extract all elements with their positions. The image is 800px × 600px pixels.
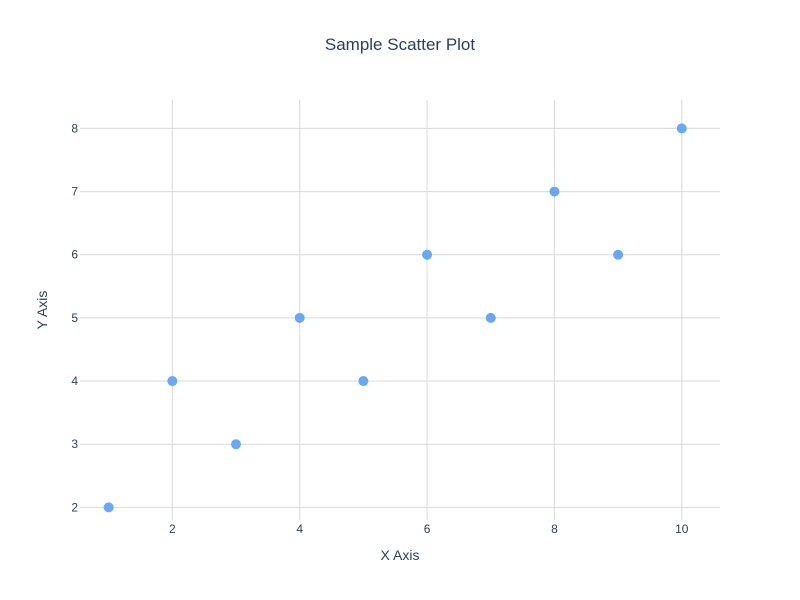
- y-tick-label: 4: [71, 374, 78, 388]
- scatter-point[interactable]: [676, 123, 687, 134]
- x-tick-label: 10: [675, 522, 689, 536]
- scatter-point[interactable]: [167, 376, 178, 387]
- scatter-point[interactable]: [549, 186, 560, 197]
- scatter-point[interactable]: [485, 312, 496, 323]
- tick-layer: 2 4 6 8 10 2 3 4 5 6 7 8: [71, 121, 688, 536]
- scatter-point[interactable]: [231, 439, 242, 450]
- y-tick-label: 8: [71, 121, 78, 135]
- y-tick-label: 7: [71, 185, 78, 199]
- x-tick-label: 4: [296, 522, 303, 536]
- y-tick-label: 2: [71, 500, 78, 514]
- y-tick-label: 5: [71, 311, 78, 325]
- scatter-point[interactable]: [613, 249, 624, 260]
- scatter-point[interactable]: [422, 249, 433, 260]
- x-tick-label: 8: [551, 522, 558, 536]
- scatter-point[interactable]: [358, 376, 369, 387]
- scatter-point[interactable]: [294, 312, 305, 323]
- points-layer: [103, 123, 687, 513]
- x-tick-label: 6: [424, 522, 431, 536]
- x-axis-title: X Axis: [381, 547, 420, 563]
- scatter-point[interactable]: [103, 502, 114, 513]
- y-axis-title: Y Axis: [34, 291, 50, 330]
- y-tick-label: 3: [71, 437, 78, 451]
- x-tick-label: 2: [169, 522, 176, 536]
- y-tick-label: 6: [71, 248, 78, 262]
- chart-title: Sample Scatter Plot: [325, 35, 476, 54]
